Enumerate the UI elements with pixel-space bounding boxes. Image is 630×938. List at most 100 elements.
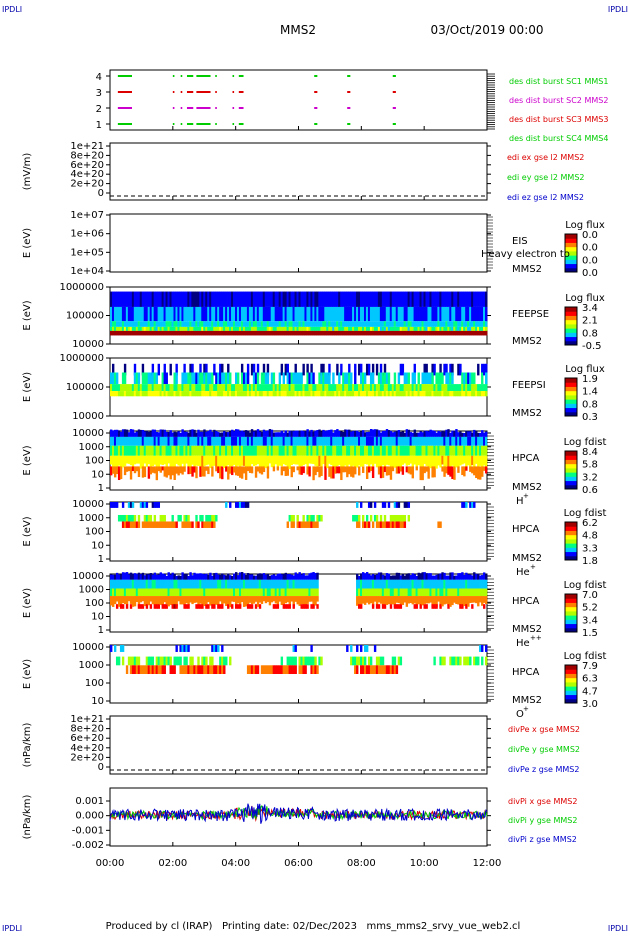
spectrogram-cell <box>199 363 202 376</box>
spectrogram-cell <box>371 391 375 397</box>
spectrogram-cell <box>407 436 411 446</box>
spectrogram-cell <box>443 391 446 397</box>
spectrogram-cell <box>149 291 153 307</box>
spectrogram-cell <box>185 384 188 392</box>
spectrogram-cell <box>413 579 416 589</box>
spectrogram-cell <box>383 306 387 322</box>
spectrogram-cell <box>207 445 210 456</box>
spectrogram-cell <box>121 291 125 307</box>
spectrogram-cell <box>447 455 450 469</box>
spectrogram-cell <box>485 431 488 437</box>
spectrogram-cell <box>250 445 254 456</box>
spectrogram-cell <box>155 604 159 609</box>
colorbar-swatch <box>565 694 577 700</box>
spectrogram-cell <box>221 291 224 307</box>
spectrogram-cell <box>429 384 432 392</box>
spectrogram-cell <box>197 445 200 456</box>
spectrogram-cell <box>262 291 266 307</box>
spectrogram-cell <box>246 502 250 508</box>
spectrogram-cell <box>294 656 297 666</box>
spectrogram-cell <box>187 604 190 609</box>
spectrogram-cell <box>244 430 248 437</box>
spectrogram-cell <box>268 575 272 580</box>
burst-segment <box>172 91 175 93</box>
y-tick-label: 1000 <box>79 585 104 596</box>
spectrogram-cell <box>415 575 418 580</box>
spectrogram-cell <box>290 445 293 456</box>
spectrogram-cell <box>266 574 270 580</box>
spectrogram-cell <box>213 588 216 597</box>
spectrogram-cell <box>401 363 405 376</box>
spectrogram-cell <box>403 391 407 397</box>
spectrogram-cell <box>149 330 153 336</box>
spectrogram-cell <box>471 604 474 609</box>
spectrogram-cell <box>296 291 299 307</box>
spectrogram-cell <box>266 321 270 327</box>
spectrogram-cell <box>397 514 401 522</box>
spectrogram-cell <box>115 445 119 456</box>
spectrogram-cell <box>439 326 442 331</box>
spectrogram-cell <box>427 431 430 437</box>
spectrogram-cell <box>125 455 129 464</box>
spectrogram-cell <box>260 573 264 580</box>
species-label: He <box>516 638 530 649</box>
spectrogram-cell <box>189 326 192 331</box>
spectrogram-cell <box>209 291 212 307</box>
spectrogram-cell <box>121 579 125 589</box>
spectrogram-cell <box>127 436 131 446</box>
spectrogram-cell <box>417 306 420 322</box>
spectrogram-cell <box>304 306 307 322</box>
y-tick-label: 100000 <box>66 311 104 322</box>
spectrogram-cell <box>175 384 178 392</box>
spectrogram-cell <box>167 306 170 322</box>
spectrogram-cell <box>421 596 424 606</box>
spectrogram-cell <box>379 372 383 385</box>
spectrogram-cell <box>423 321 426 327</box>
spectrogram-cell <box>419 596 422 607</box>
y-tick-label: 2 <box>96 104 102 115</box>
spectrogram-cell <box>344 445 347 456</box>
spectrogram-cell <box>405 384 409 392</box>
spectrogram-cell <box>215 326 218 331</box>
spectrogram-cell <box>242 330 246 336</box>
spectrogram-cell <box>290 384 293 392</box>
spectrogram-cell <box>191 436 194 446</box>
spectrogram-cell <box>457 656 460 666</box>
spectrogram-cell <box>373 665 377 674</box>
spectrogram-cell <box>379 466 383 479</box>
spectrogram-cell <box>361 430 365 437</box>
spectrogram-cell <box>350 445 353 456</box>
spectrogram-cell <box>246 330 250 336</box>
spectrogram-cell <box>123 391 127 397</box>
spectrogram-cell <box>131 445 135 456</box>
spectrogram-cell <box>244 455 248 469</box>
spectrogram-cell <box>250 579 254 589</box>
spectrogram-cell <box>159 429 162 437</box>
spectrogram-cell <box>242 588 246 597</box>
spectrogram-cell <box>113 330 117 336</box>
colorbar-swatch <box>565 606 577 612</box>
spectrogram-cell <box>413 445 416 456</box>
spectrogram-cell <box>344 466 347 473</box>
spectrogram-cell <box>284 588 287 597</box>
x-tick-label: 12:00 <box>473 858 502 869</box>
spectrogram-cell <box>147 455 151 465</box>
spectrogram-cell <box>119 436 123 446</box>
spectrogram-cell <box>324 306 327 322</box>
spectrogram-cell <box>403 588 407 597</box>
spectrogram-cell <box>270 330 274 336</box>
spectrogram-cell <box>121 321 125 327</box>
spectrogram-cell <box>217 574 220 580</box>
spectrogram-cell <box>123 572 127 580</box>
spectrogram-cell <box>169 330 172 336</box>
spectrogram-cell <box>431 363 434 376</box>
spectrogram-cell <box>417 330 420 336</box>
spectrogram-cell <box>181 436 184 446</box>
spectrogram-cell <box>153 596 157 606</box>
spectrogram-cell <box>254 306 258 322</box>
colorbar-tick: 6.2 <box>582 518 598 529</box>
spectrogram-cell <box>151 579 155 589</box>
spectrogram-cell <box>129 330 133 336</box>
spectrogram-cell <box>246 466 250 472</box>
spectrogram-cell <box>235 291 238 307</box>
